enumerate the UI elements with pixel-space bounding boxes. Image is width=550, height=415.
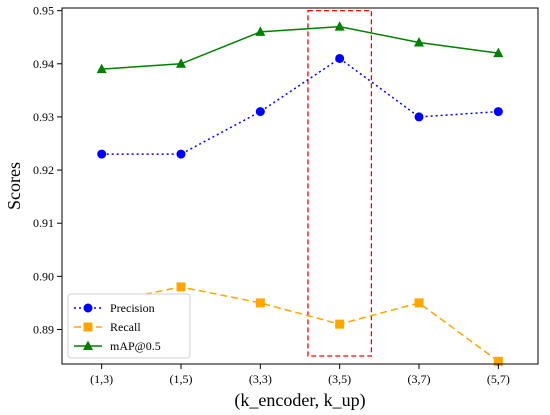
- legend-map-0-5-label: mAP@0.5: [110, 339, 161, 353]
- legend-recall-label: Recall: [110, 320, 141, 334]
- y-tick-label: 0.95: [33, 4, 54, 18]
- x-tick-label: (3,3): [249, 372, 272, 386]
- y-tick-label: 0.93: [33, 110, 54, 124]
- y-axis-label: Scores: [4, 162, 24, 210]
- recall-point: [176, 282, 186, 292]
- map-0-5-point: [334, 21, 345, 31]
- series-precision: [97, 53, 503, 159]
- legend: Precision Recall mAP@0.5: [67, 293, 191, 359]
- map-0-5-point: [96, 63, 107, 74]
- map-0-5-point: [414, 37, 424, 47]
- y-tick-label: 0.91: [33, 216, 54, 230]
- precision-point: [255, 107, 265, 117]
- recall-point: [335, 319, 345, 329]
- legend-map-0-5-point: [83, 340, 93, 350]
- series-recall-line: [101, 286, 499, 362]
- legend-precision-label: Precision: [110, 301, 155, 315]
- legend-frame: [67, 293, 191, 359]
- recall-point: [255, 298, 265, 308]
- precision-point: [97, 149, 107, 159]
- recall-point: [414, 298, 424, 308]
- y-ticks: 0.89 0.90 0.91 0.92 0.93 0.94 0.95: [33, 4, 62, 336]
- map-0-5-point: [176, 58, 186, 68]
- y-tick-label: 0.94: [33, 57, 54, 71]
- precision-point: [176, 149, 186, 159]
- x-tick-label: (3,7): [408, 372, 431, 386]
- series-precision-line: [101, 57, 499, 155]
- axes-layer: [61, 7, 539, 365]
- legend-recall-point: [83, 322, 93, 332]
- plot-frame: [61, 7, 539, 365]
- x-ticks: (1,3) (1,5) (3,3) (3,5) (3,7) (5,7): [90, 364, 510, 386]
- series-map-0-5: [96, 21, 504, 74]
- y-tick-label: 0.90: [33, 269, 54, 283]
- highlight-layer: [307, 10, 373, 357]
- recall-point: [493, 356, 503, 366]
- y-tick-label: 0.89: [33, 322, 54, 336]
- x-tick-label: (1,3): [90, 372, 113, 386]
- x-tick-label: (1,5): [170, 372, 193, 386]
- precision-point: [493, 107, 503, 117]
- map-0-5-point: [493, 47, 504, 58]
- x-axis-label: (k_encoder, k_up): [234, 390, 365, 411]
- highlight-box: [307, 10, 373, 357]
- precision-point: [335, 53, 345, 63]
- x-tick-label: (3,5): [328, 372, 351, 386]
- x-tick-label: (5,7): [487, 372, 510, 386]
- map-0-5-point: [255, 26, 266, 36]
- y-tick-label: 0.92: [33, 163, 54, 177]
- legend-precision-point: [83, 303, 93, 313]
- precision-point: [414, 112, 424, 122]
- series-map-0-5-line: [101, 25, 499, 70]
